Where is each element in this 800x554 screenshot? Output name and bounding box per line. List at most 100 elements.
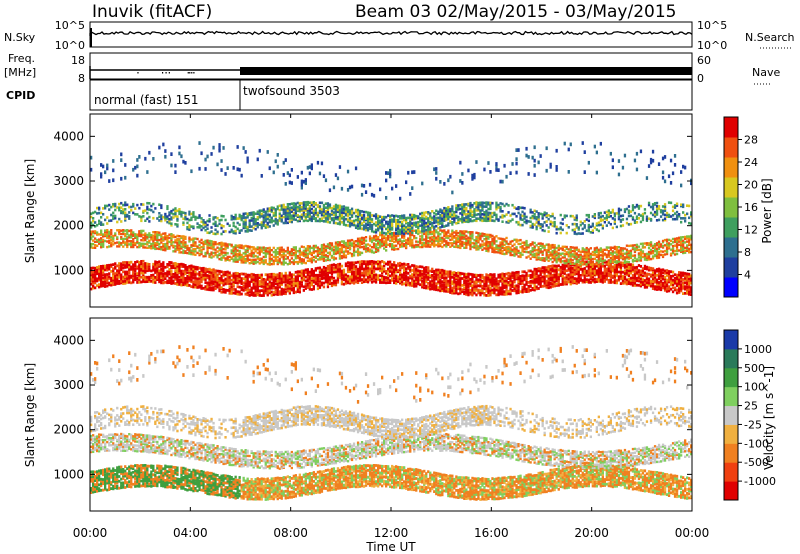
- heat-cell: [360, 192, 364, 197]
- heat-cell: [461, 233, 464, 236]
- heat-cell: [507, 277, 510, 280]
- heat-cell: [232, 260, 235, 263]
- heat-cell: [421, 216, 424, 220]
- heat-cell: [194, 241, 197, 244]
- heat-cell: [389, 225, 392, 229]
- heat-cell: [238, 246, 241, 249]
- heat-cell: [210, 286, 213, 290]
- heat-cell: [270, 290, 273, 294]
- heat-cell: [188, 224, 191, 227]
- heat-cell: [517, 284, 520, 288]
- heat-cell: [519, 277, 522, 281]
- heat-cell: [304, 268, 307, 272]
- heat-cell: [435, 270, 438, 274]
- heat-cell: [166, 235, 169, 238]
- heat-cell: [264, 217, 267, 221]
- heat-cell: [393, 218, 396, 222]
- heat-cell: [451, 271, 454, 275]
- heat-cell: [475, 203, 478, 207]
- heat-cell: [395, 279, 398, 283]
- heat-cell: [236, 292, 239, 296]
- heat-cell: [152, 240, 155, 243]
- heat-cell: [240, 261, 243, 264]
- heat-cell: [505, 279, 508, 283]
- heat-cell: [521, 223, 524, 227]
- heat-cell: [387, 171, 390, 175]
- heat-cell: [471, 213, 474, 217]
- heat-cell: [220, 256, 223, 259]
- heat-cell: [282, 255, 285, 259]
- heat-cell: [393, 270, 396, 273]
- heat-cell: [176, 269, 179, 273]
- heat-cell: [146, 205, 149, 209]
- heat-cell: [332, 245, 336, 249]
- heat-cell: [328, 266, 332, 270]
- heat-cell: [401, 217, 404, 220]
- heat-cell: [300, 205, 303, 209]
- heat-cell: [276, 207, 279, 211]
- heat-cell: [286, 263, 289, 266]
- heat-cell: [491, 288, 494, 292]
- heat-cell: [413, 244, 416, 247]
- heat-cell: [449, 281, 452, 285]
- heat-cell: [445, 245, 448, 248]
- heat-cell: [354, 208, 358, 212]
- heat-cell: [136, 236, 139, 239]
- heat-cell: [537, 246, 540, 249]
- heat-cell: [338, 211, 342, 214]
- heat-cell: [377, 224, 380, 228]
- heat-cell: [128, 215, 131, 218]
- heat-cell: [250, 225, 253, 228]
- heat-cell: [332, 280, 336, 283]
- heat-cell: [168, 221, 171, 225]
- heat-cell: [393, 272, 396, 276]
- heat-cell: [469, 244, 472, 247]
- heat-cell: [459, 232, 462, 235]
- heat-cell: [403, 239, 406, 242]
- heat-cell: [419, 230, 422, 233]
- heat-cell: [383, 236, 386, 240]
- heat-cell: [102, 276, 105, 280]
- heat-cell: [258, 209, 261, 212]
- heat-cell: [206, 276, 209, 280]
- heat-cell: [485, 203, 488, 207]
- heat-cell: [240, 257, 243, 260]
- heat-cell: [457, 287, 460, 291]
- heat-cell: [326, 265, 330, 268]
- heat-cell: [397, 275, 400, 279]
- heat-cell: [204, 228, 207, 232]
- heat-cell: [290, 261, 293, 264]
- heat-cell: [467, 241, 470, 244]
- heat-cell: [282, 288, 285, 292]
- heat-cell: [312, 278, 315, 282]
- heat-cell: [318, 251, 322, 254]
- heat-cell: [427, 282, 430, 285]
- heat-cell: [417, 277, 420, 281]
- heat-cell: [527, 284, 530, 288]
- heat-cell: [527, 269, 530, 273]
- heat-cell: [379, 226, 382, 230]
- heat-cell: [182, 283, 185, 287]
- heat-cell: [268, 250, 271, 253]
- heat-cell: [370, 192, 374, 197]
- heat-cell: [114, 273, 117, 277]
- heat-cell: [256, 210, 259, 214]
- heat-cell: [164, 218, 167, 222]
- heat-cell: [268, 259, 271, 262]
- heat-cell: [350, 184, 354, 189]
- heat-cell: [374, 247, 378, 250]
- heat-cell: [216, 256, 219, 259]
- heat-cell: [240, 173, 243, 178]
- heat-cell: [425, 231, 428, 234]
- heat-cell: [114, 281, 117, 284]
- heat-cell: [340, 256, 344, 260]
- heat-cell: [104, 273, 107, 277]
- heat-cell: [423, 219, 426, 223]
- heat-cell: [473, 213, 476, 217]
- heat-cell: [234, 276, 237, 280]
- heat-cell: [467, 275, 470, 278]
- heat-cell: [276, 252, 279, 255]
- heat-cell: [326, 267, 330, 270]
- heat-cell: [399, 267, 402, 270]
- heat-cell: [138, 155, 141, 159]
